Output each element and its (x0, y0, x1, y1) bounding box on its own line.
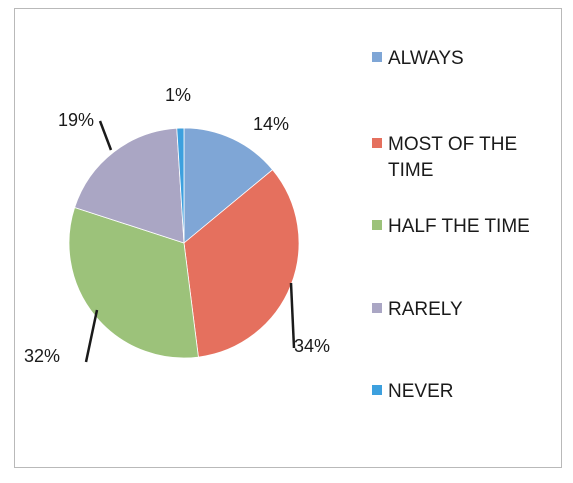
data-label-never: 1% (165, 85, 191, 105)
legend-item-rarely: RARELY (372, 297, 548, 323)
data-labels: 14% 34% 32% 19% 1% (24, 85, 330, 366)
legend-item-never: NEVER (372, 379, 548, 405)
legend-swatch-never (372, 385, 382, 395)
leader-line-most-of-the-time (289, 282, 296, 349)
legend-item-half-the-time: HALF THE TIME (372, 214, 548, 240)
data-label-always: 14% (253, 114, 289, 134)
legend-swatch-rarely (372, 303, 382, 313)
data-label-half-the-time: 32% (24, 346, 60, 366)
pie-slice-always (183, 127, 274, 244)
legend-swatch-half-the-time (372, 220, 382, 230)
legend-label-rarely: RARELY (388, 299, 463, 320)
data-label-most-of-the-time: 34% (294, 336, 330, 356)
legend-label-half-the-time: HALF THE TIME (388, 216, 530, 237)
data-label-rarely: 19% (58, 110, 94, 130)
leader-line-rarely (98, 120, 113, 151)
pie-slice-never (176, 127, 185, 244)
legend-item-always: ALWAYS (372, 46, 548, 72)
legend-label-always: ALWAYS (388, 48, 464, 69)
legend-label-never: NEVER (388, 381, 454, 402)
legend-item-most-of-the-time: MOST OF THE TIME (372, 132, 548, 184)
legend-label-most-of-the-time: MOST OF THE TIME (388, 134, 518, 181)
pie-slice-rarely (74, 127, 185, 244)
legend-swatch-always (372, 52, 382, 62)
leader-lines (84, 120, 296, 363)
leader-line-half-the-time (84, 309, 99, 363)
pie-slices (68, 127, 300, 359)
legend-swatch-most-of-the-time (372, 138, 382, 148)
